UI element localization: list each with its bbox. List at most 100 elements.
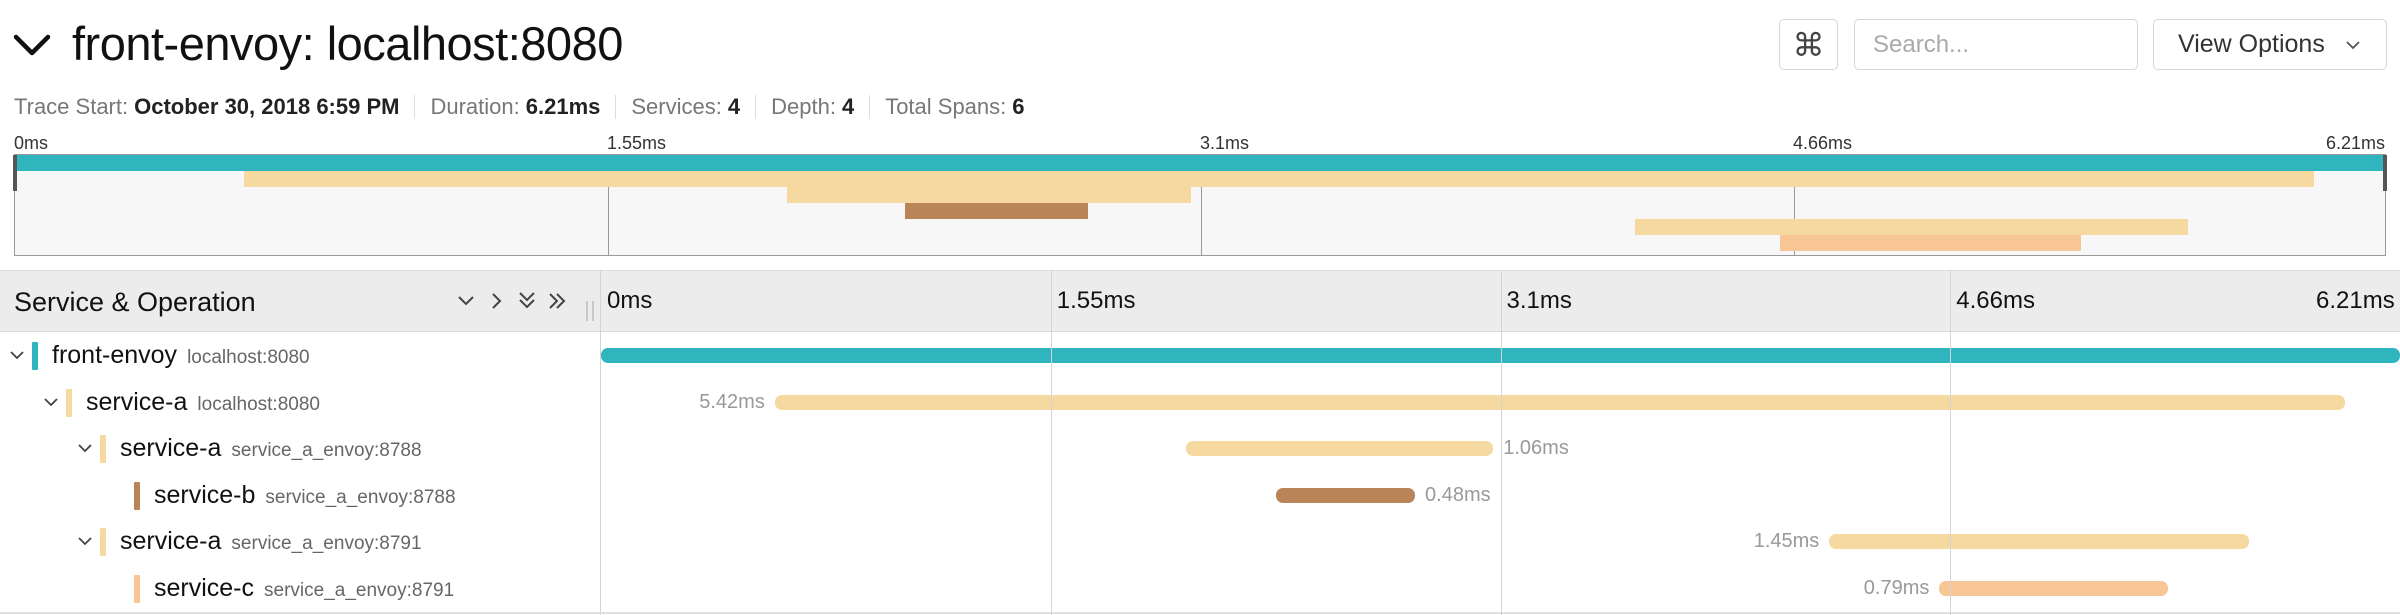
chevron-down-icon[interactable] <box>76 532 94 550</box>
meta-separator <box>755 95 757 119</box>
span-row[interactable]: service-b service_a_envoy:8788 0.48ms <box>0 472 2400 519</box>
timeline-gridline <box>1500 332 1502 615</box>
span-duration-bar[interactable] <box>1275 487 1416 503</box>
meta-label: Depth: <box>771 94 836 119</box>
meta-separator <box>615 95 617 119</box>
service-name-text: service-a <box>120 434 222 462</box>
minimap-tick-label: 6.21ms <box>2326 133 2386 153</box>
chevron-down-icon <box>2346 41 2360 50</box>
meta-value: 4 <box>727 94 741 119</box>
table-bottom-rule <box>0 612 2400 614</box>
minimap-tick-label: 3.1ms <box>1200 133 1250 153</box>
service-color-marker <box>134 574 140 603</box>
meta-item: Trace Start: October 30, 2018 6:59 PM <box>14 94 399 120</box>
trace-minimap[interactable] <box>13 154 2387 256</box>
span-row[interactable]: service-a service_a_envoy:8791 1.45ms <box>0 518 2400 565</box>
service-name: front-envoy localhost:8080 <box>52 341 310 370</box>
chevron-down-icon[interactable] <box>8 346 26 364</box>
span-duration-bar[interactable] <box>1186 441 1494 456</box>
service-color-marker <box>66 388 72 417</box>
meta-label: Duration: <box>430 94 520 119</box>
span-duration-bar[interactable] <box>774 394 2345 410</box>
column-resize-handle[interactable] <box>586 301 594 321</box>
minimap-span-bar <box>1779 235 2082 251</box>
timeline-tick-label: 0ms <box>607 287 653 314</box>
timeline-gridline <box>1050 332 1052 615</box>
meta-item: Duration: 6.21ms <box>430 94 600 120</box>
chevron-right-icon[interactable] <box>484 289 508 313</box>
timeline-tick-label: 1.55ms <box>1056 287 1136 314</box>
minimap-drag-handle[interactable] <box>2383 155 2387 191</box>
operation-name: service_a_envoy:8788 <box>265 486 456 508</box>
chevron-down-icon[interactable] <box>454 289 478 313</box>
trace-summary: Trace Start: October 30, 2018 6:59 PM Dura… <box>14 92 1025 122</box>
meta-label: Total Spans: <box>885 94 1007 119</box>
service-name: service-c service_a_envoy:8791 <box>154 574 454 603</box>
service-color-marker <box>134 481 140 510</box>
meta-value: 6.21ms <box>525 94 601 119</box>
timeline-tick-label: 6.21ms <box>2316 287 2395 314</box>
span-table-header: Service & Operation 0ms 1.55ms 3.1ms 4.66ms… <box>0 270 2400 332</box>
operation-name: service_a_envoy:8791 <box>264 579 455 601</box>
timeline-gridline <box>1500 270 1502 332</box>
span-row[interactable]: service-c service_a_envoy:8791 0.79ms <box>0 565 2400 612</box>
span-duration-label: 0.79ms <box>1863 576 1930 599</box>
meta-separator <box>869 95 871 119</box>
meta-label: Services: <box>631 94 722 119</box>
span-duration-label: 0.48ms <box>1425 483 1491 506</box>
service-name: service-a service_a_envoy:8791 <box>120 527 422 556</box>
operation-name: service_a_envoy:8791 <box>231 533 422 554</box>
timeline-gridline <box>1050 270 1052 332</box>
meta-label: Trace Start: <box>14 94 129 119</box>
minimap-gridline <box>1201 155 1202 255</box>
timeline-tick-label: 4.66ms <box>1956 287 2035 314</box>
keyboard-shortcuts-button[interactable]: ⌘ <box>1779 19 1838 70</box>
trace-title: front-envoy: localhost:8080 <box>72 17 623 70</box>
search-input[interactable] <box>1854 19 2138 70</box>
view-options-dropdown[interactable]: View Options <box>2153 19 2387 70</box>
minimap-span-bar <box>904 203 1089 219</box>
meta-value: October 30, 2018 6:59 PM <box>134 94 400 119</box>
service-operation-header: Service & Operation <box>14 287 256 317</box>
service-color-marker <box>100 435 106 463</box>
minimap-span-bar <box>15 155 2387 171</box>
minimap-tick-label: 4.66ms <box>1793 133 1853 153</box>
double-chevron-down-icon[interactable] <box>515 289 539 313</box>
service-name-text: service-b <box>154 480 256 509</box>
meta-item: Total Spans: 6 <box>885 94 1024 120</box>
chevron-down-icon[interactable] <box>76 439 94 457</box>
meta-item: Depth: 4 <box>771 94 854 120</box>
service-name-text: service-a <box>120 527 222 555</box>
span-duration-label: 5.42ms <box>699 390 765 413</box>
chevron-down-icon[interactable] <box>42 393 60 411</box>
service-name: service-a service_a_envoy:8788 <box>120 434 422 463</box>
operation-name: service_a_envoy:8788 <box>231 440 422 461</box>
service-name: service-b service_a_envoy:8788 <box>154 481 456 510</box>
service-name-text: front-envoy <box>52 341 178 369</box>
timeline-gridline <box>1950 270 1952 332</box>
minimap-gridline <box>608 155 609 255</box>
view-options-label: View Options <box>2178 30 2325 58</box>
column-divider <box>600 270 601 615</box>
span-row[interactable]: service-a localhost:8080 5.42ms <box>0 379 2400 426</box>
service-name-text: service-a <box>86 387 188 416</box>
span-row[interactable]: service-a service_a_envoy:8788 1.06ms <box>0 425 2400 472</box>
minimap-span-bar <box>1634 219 2189 235</box>
operation-name: localhost:8080 <box>187 347 310 368</box>
span-row[interactable]: front-envoy localhost:8080 <box>0 332 2400 379</box>
operation-name: localhost:8080 <box>197 393 320 415</box>
meta-item: Services: 4 <box>631 94 740 120</box>
minimap-span-bar <box>786 187 1192 203</box>
service-name-text: service-c <box>154 573 255 602</box>
meta-value: 6 <box>1012 94 1025 119</box>
meta-value: 4 <box>841 94 855 119</box>
span-duration-bar[interactable] <box>1829 534 2250 549</box>
span-duration-bar[interactable] <box>1939 580 2169 596</box>
double-chevron-right-icon[interactable] <box>546 289 570 313</box>
meta-separator <box>414 95 416 119</box>
minimap-span-bar <box>244 171 2315 187</box>
service-name: service-a localhost:8080 <box>86 388 320 417</box>
chevron-down-icon[interactable] <box>12 27 52 67</box>
minimap-tick-label: 0ms <box>14 133 49 153</box>
minimap-drag-handle[interactable] <box>13 155 17 191</box>
